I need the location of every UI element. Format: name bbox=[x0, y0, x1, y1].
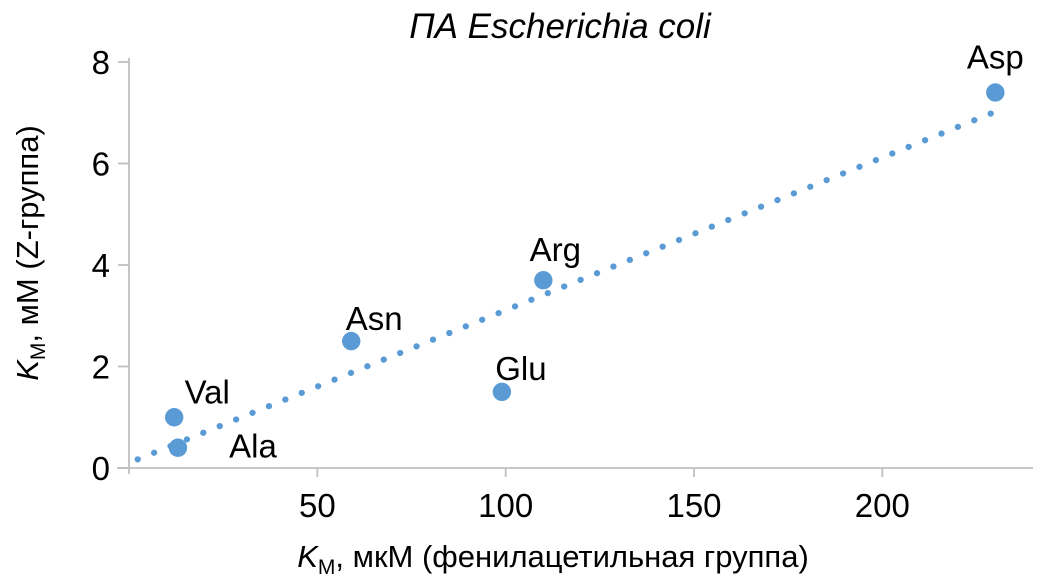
y-tick-label: 0 bbox=[92, 450, 110, 487]
x-tick-label: 200 bbox=[855, 487, 910, 524]
y-tick-label: 2 bbox=[92, 349, 110, 386]
point-marker-glu bbox=[492, 382, 512, 402]
point-label-val: Val bbox=[185, 373, 230, 410]
point-label-glu: Glu bbox=[495, 350, 546, 387]
point-marker-ala bbox=[168, 438, 188, 457]
point-label-asn: Asn bbox=[346, 300, 403, 337]
point-marker-val bbox=[165, 408, 184, 427]
trendline-dotted bbox=[134, 107, 1003, 463]
point-marker-asp bbox=[986, 83, 1005, 102]
point-label-asp: Asp bbox=[967, 38, 1024, 75]
y-axis-title: KМ, мМ (Z-группа) bbox=[10, 125, 50, 381]
y-tick-label: 8 bbox=[92, 44, 110, 81]
chart-title: ПА Escherichia coli bbox=[409, 7, 712, 46]
x-tick-label: 100 bbox=[478, 487, 533, 524]
y-tick-label: 6 bbox=[92, 146, 110, 183]
point-label-arg: Arg bbox=[530, 231, 581, 268]
point-label-ala: Ala bbox=[229, 428, 277, 465]
x-tick-label: 150 bbox=[666, 487, 721, 524]
point-marker-arg bbox=[534, 271, 553, 290]
y-tick-label: 4 bbox=[92, 247, 110, 284]
x-axis-title: KМ, мкМ (фенилацетильная группа) bbox=[297, 539, 809, 579]
point-marker-asn bbox=[342, 331, 361, 351]
x-tick-label: 50 bbox=[299, 487, 336, 524]
